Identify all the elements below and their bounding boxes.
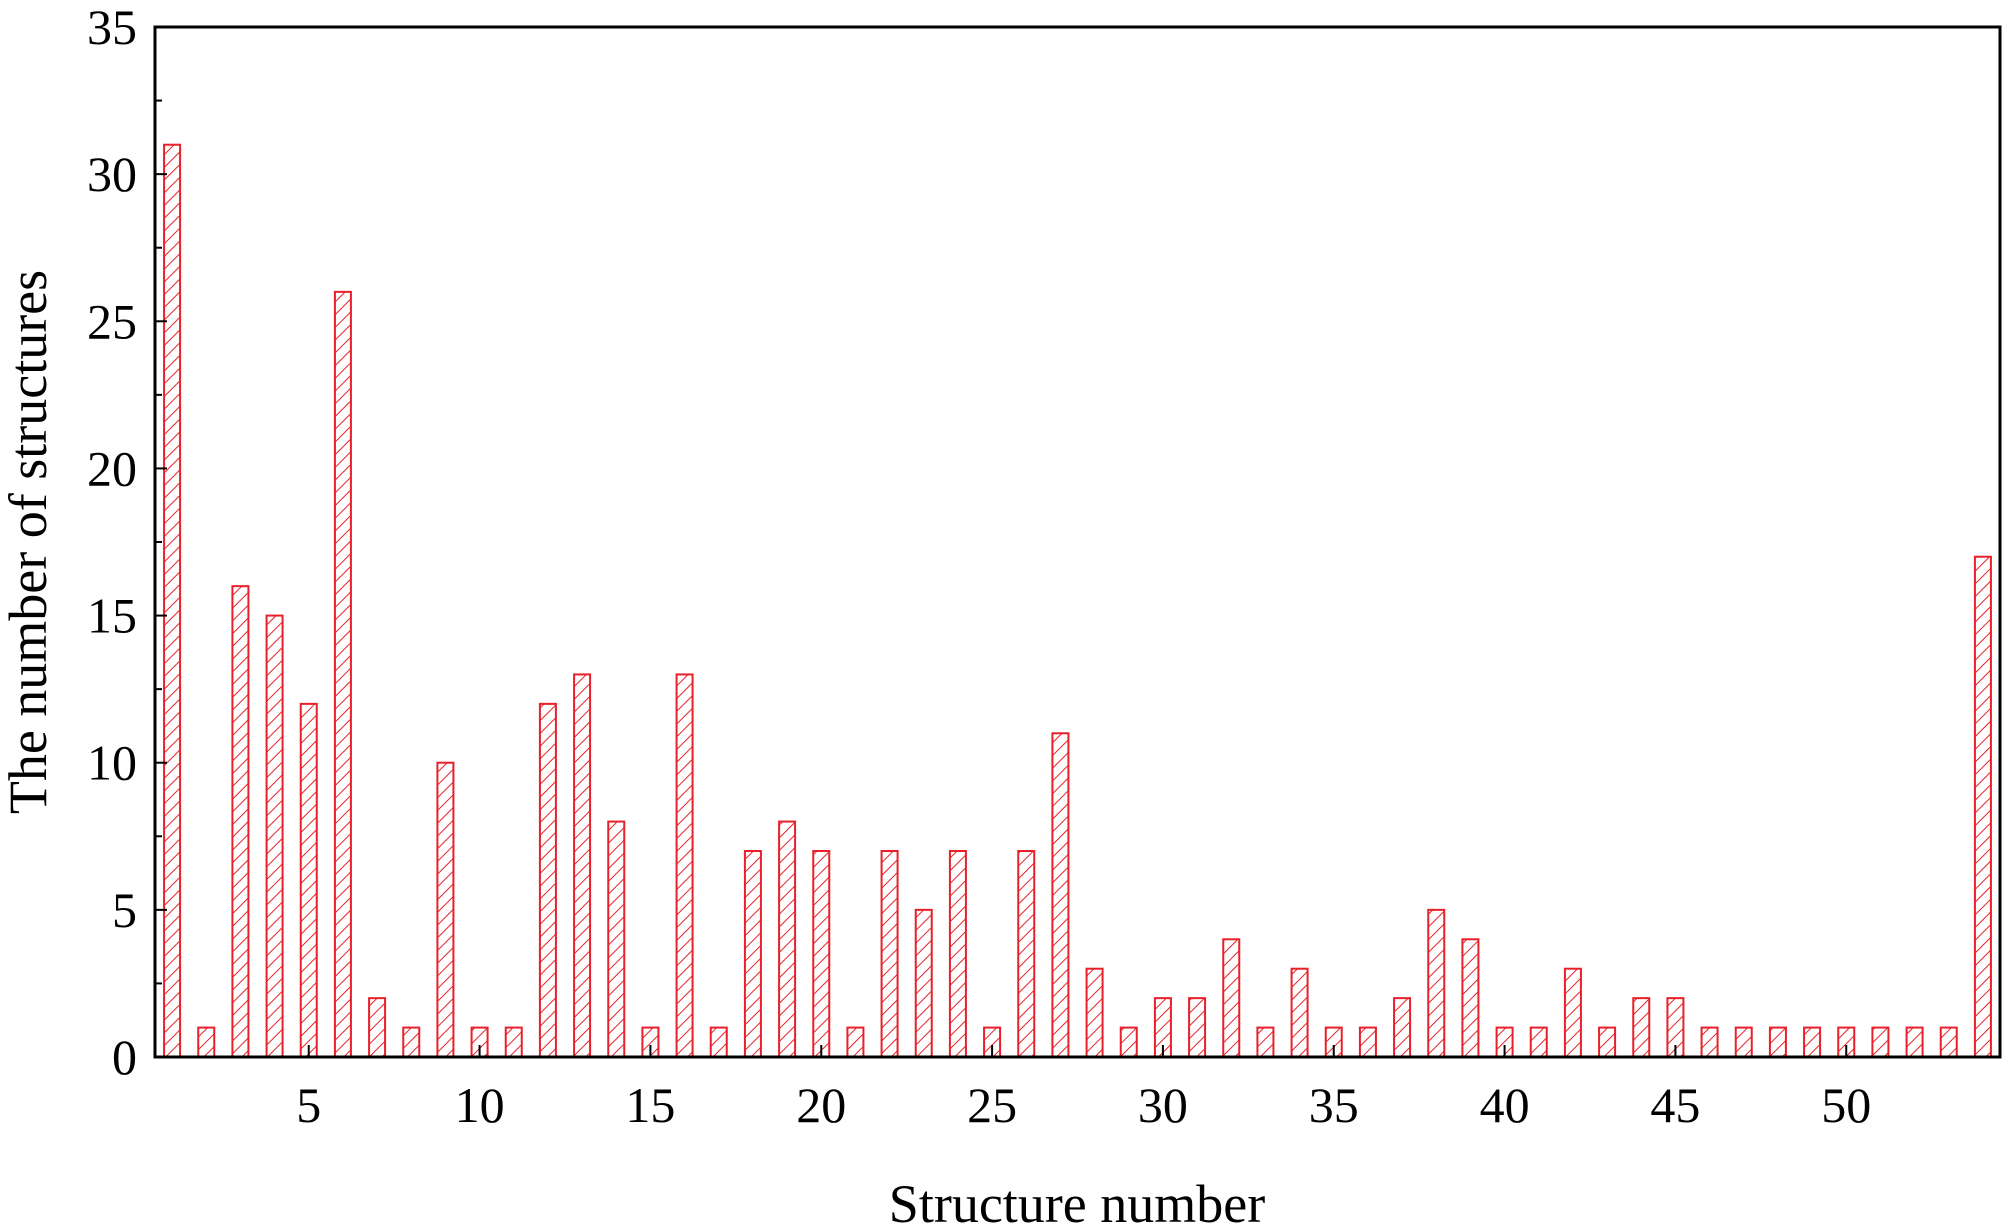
y-tick-label: 30 xyxy=(87,146,137,202)
bar xyxy=(368,997,387,1059)
bar xyxy=(333,290,352,1059)
bar xyxy=(1905,1026,1924,1058)
bar xyxy=(504,1026,523,1058)
y-tick-label: 15 xyxy=(87,588,137,644)
bar xyxy=(1563,967,1582,1059)
bar xyxy=(1461,938,1480,1058)
bar xyxy=(197,1026,216,1058)
y-tick-label: 0 xyxy=(112,1029,137,1085)
bar xyxy=(1051,732,1070,1058)
bar xyxy=(880,850,899,1058)
y-axis-title: The number of structures xyxy=(0,270,58,814)
bar xyxy=(812,850,831,1058)
bar xyxy=(231,585,250,1059)
bar xyxy=(1222,938,1241,1058)
x-tick-label: 50 xyxy=(1821,1077,1871,1133)
bar xyxy=(1393,997,1412,1059)
x-tick-label: 20 xyxy=(796,1077,846,1133)
bar xyxy=(1768,1026,1787,1058)
x-tick-label: 25 xyxy=(967,1077,1017,1133)
x-tick-label: 15 xyxy=(625,1077,675,1133)
bar xyxy=(607,820,626,1058)
bar xyxy=(1598,1026,1617,1058)
bar xyxy=(709,1026,728,1058)
bar xyxy=(402,1026,421,1058)
x-tick-label: 30 xyxy=(1138,1077,1188,1133)
bar xyxy=(1085,967,1104,1059)
plot-frame xyxy=(153,25,2002,1059)
bar xyxy=(1973,555,1992,1058)
y-tick-label: 35 xyxy=(87,0,137,55)
bar xyxy=(1358,1026,1377,1058)
x-tick-label: 45 xyxy=(1650,1077,1700,1133)
bar xyxy=(1700,1026,1719,1058)
y-tick-label: 10 xyxy=(87,735,137,791)
bar xyxy=(573,673,592,1059)
bar xyxy=(265,614,284,1058)
bar xyxy=(1939,1026,1958,1058)
bar xyxy=(1119,1026,1138,1058)
labels-layer: 0 5 10 15 20 25 30 35 5 10 15 20 25 30 35 40 45 50 xyxy=(87,0,1871,1133)
bar xyxy=(1734,1026,1753,1058)
bar xyxy=(1803,1026,1822,1058)
bar xyxy=(436,761,455,1058)
bar xyxy=(914,908,933,1058)
bar xyxy=(1188,997,1207,1059)
bars-layer xyxy=(163,143,1992,1059)
bar xyxy=(948,850,967,1058)
x-tick-label: 5 xyxy=(296,1077,321,1133)
bar xyxy=(743,850,762,1058)
bar xyxy=(1632,997,1651,1059)
y-tick-label: 5 xyxy=(112,882,137,938)
bar xyxy=(675,673,694,1059)
bar xyxy=(1017,850,1036,1058)
bar xyxy=(1290,967,1309,1059)
ticks-layer xyxy=(155,26,1848,1058)
x-tick-label: 40 xyxy=(1480,1077,1530,1133)
y-tick-label: 25 xyxy=(87,293,137,349)
y-tick-label: 20 xyxy=(87,440,137,496)
bar xyxy=(1871,1026,1890,1058)
bar xyxy=(299,702,318,1058)
x-axis-title: Structure number xyxy=(889,1174,1265,1227)
x-tick-label: 35 xyxy=(1309,1077,1359,1133)
bar xyxy=(1256,1026,1275,1058)
bar xyxy=(163,143,182,1058)
bar xyxy=(1427,908,1446,1058)
bar xyxy=(846,1026,865,1058)
bar xyxy=(1529,1026,1548,1058)
x-tick-label: 10 xyxy=(455,1077,505,1133)
bar xyxy=(778,820,797,1058)
bar xyxy=(538,702,557,1058)
